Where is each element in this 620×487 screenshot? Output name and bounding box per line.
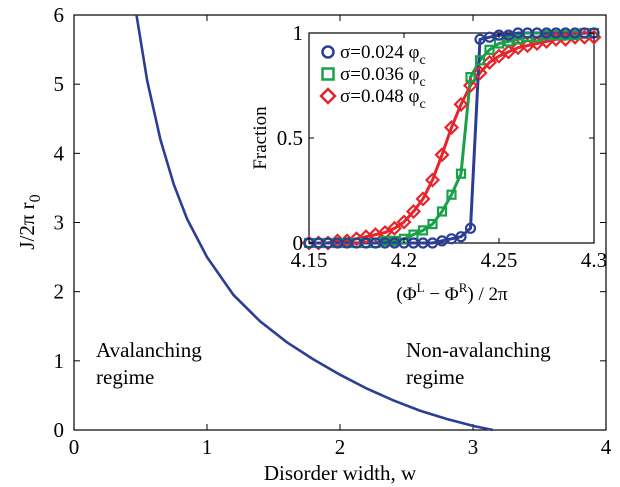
main-y-tick-label: 2 [54, 280, 65, 304]
inset-point-square [427, 219, 438, 230]
inset-y-tick-label: 0.5 [277, 126, 303, 150]
inset-point-diamond [443, 119, 460, 136]
inset-y-axis-label: Fraction [250, 106, 271, 170]
annotation-non-avalanching: Non-avalanching regime [406, 338, 551, 389]
main-x-tick-label: 1 [202, 435, 213, 459]
inset-series [301, 27, 602, 251]
main-y-ticks: 0 1 2 3 4 5 6 [54, 3, 606, 442]
inset-point-square [512, 34, 524, 45]
svg-text:Avalanching: Avalanching [96, 338, 202, 362]
main-y-axis-label: J/2π r0 [15, 194, 44, 249]
inset-point-diamond [472, 65, 488, 81]
main-y-tick-label: 0 [54, 418, 65, 442]
main-x-tick-label: 2 [335, 435, 346, 459]
legend-entry-1: σ=0.036 φc [321, 64, 426, 90]
inset-x-tick-label: 4.2 [391, 248, 417, 272]
inset-point-square [503, 36, 514, 47]
main-y-tick-label: 1 [54, 349, 65, 373]
inset-y-ticks: 00.51 [277, 21, 594, 255]
legend-marker-circle [321, 45, 335, 59]
main-x-tick-label: 3 [468, 435, 479, 459]
svg-text:σ=0.048 φc: σ=0.048 φc [340, 86, 426, 112]
inset-point-circle [464, 222, 477, 234]
main-y-tick-label: 3 [54, 211, 65, 235]
inset-plot-frame [308, 32, 595, 244]
inset-point-square [465, 71, 476, 83]
main-y-tick-label: 6 [54, 3, 65, 27]
inset-x-axis-label: (ΦL − ΦR) / 2π [396, 280, 508, 305]
inset-point-diamond [396, 214, 412, 230]
svg-text:Non-avalanching: Non-avalanching [406, 338, 551, 362]
inset-point-diamond [386, 220, 403, 236]
inset-x-tick-label: 4.15 [291, 248, 328, 272]
inset-point-diamond [500, 44, 517, 60]
main-x-axis-label: Disorder width, w [264, 461, 417, 485]
inset-axes: 4.15 4.2 4.25 4.3 00.51 Fraction (ΦL − ΦR) … [250, 21, 607, 305]
inset-point-square [455, 168, 467, 179]
inset-fit-line [309, 31, 594, 245]
inset-point-square [531, 32, 543, 43]
inset-point-diamond [491, 48, 507, 64]
inset-y-tick-label: 1 [293, 21, 304, 45]
main-y-tick-label: 4 [54, 141, 65, 165]
inset-point-square [474, 55, 486, 66]
svg-text:σ=0.024 φc: σ=0.024 φc [340, 42, 426, 68]
main-boundary-curve [135, 14, 494, 432]
inset-point-diamond [453, 96, 469, 112]
annotation-avalanching: Avalanching regime [96, 338, 202, 389]
svg-text:σ=0.036 φc: σ=0.036 φc [340, 64, 426, 90]
legend-entry-0: σ=0.024 φc [321, 42, 426, 68]
inset-point-square [436, 206, 448, 217]
inset-point-square [522, 32, 533, 43]
legend-entry-2: σ=0.048 φc [319, 86, 426, 112]
svg-text:regime: regime [406, 365, 464, 389]
main-x-tick-label: 0 [69, 435, 80, 459]
inset-y-tick-label: 0 [293, 231, 304, 255]
inset-point-diamond [405, 203, 422, 220]
inset-point-diamond [415, 191, 431, 207]
inset-point-diamond [424, 172, 441, 188]
main-x-ticks: 0 1 2 3 4 [69, 15, 612, 459]
inset-legend: σ=0.024 φc σ=0.036 φc σ=0.048 φc [319, 42, 426, 112]
inset-point-diamond [462, 77, 479, 94]
inset-point-diamond [434, 147, 450, 163]
main-y-tick-label: 5 [54, 72, 65, 96]
inset-x-tick-label: 4.25 [481, 248, 518, 272]
legend-marker-diamond [319, 87, 337, 105]
inset-point-square [484, 44, 495, 55]
inset-point-circle [455, 231, 467, 243]
main-x-tick-label: 4 [601, 435, 612, 459]
legend-marker-square [321, 67, 335, 81]
inset-point-square [446, 189, 457, 200]
inset-x-tick-label: 4.3 [581, 248, 607, 272]
main-series [135, 14, 494, 432]
inset-point-square [417, 225, 429, 236]
inset-point-diamond [481, 54, 498, 70]
inset-x-ticks: 4.15 4.2 4.25 4.3 [291, 33, 607, 272]
svg-text:regime: regime [96, 365, 154, 389]
